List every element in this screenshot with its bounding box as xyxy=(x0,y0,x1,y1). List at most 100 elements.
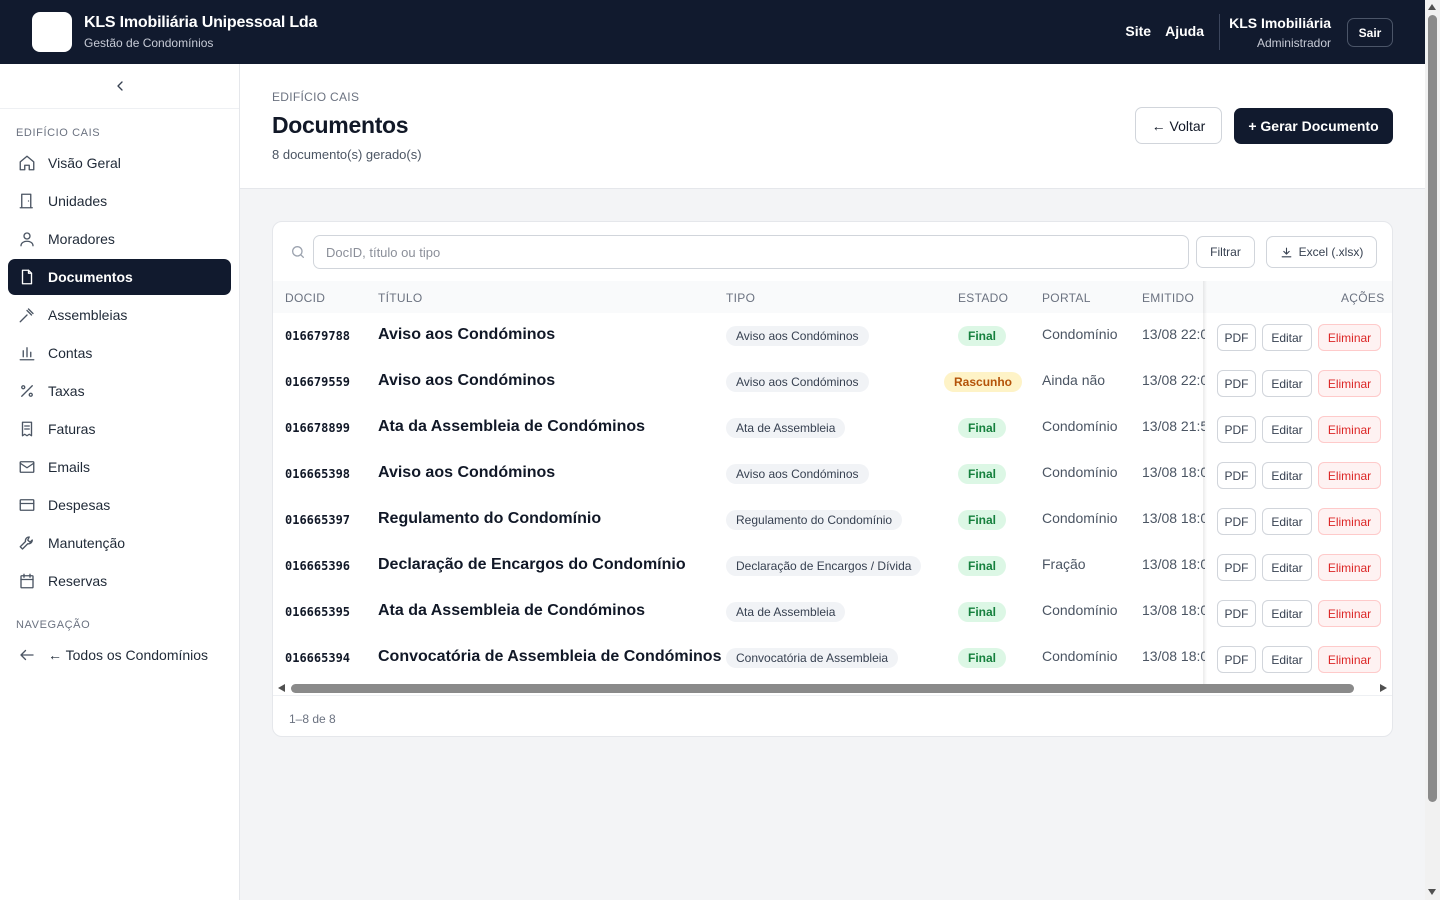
sidebar-item-label: Visão Geral xyxy=(48,155,121,171)
excel-export-button[interactable]: Excel (.xlsx) xyxy=(1266,236,1377,268)
scroll-down-arrow[interactable] xyxy=(1428,889,1436,895)
sidebar-item-visao-geral[interactable]: Visão Geral xyxy=(8,145,231,181)
edit-button[interactable]: Editar xyxy=(1262,370,1312,397)
window-scrollbar-thumb[interactable] xyxy=(1428,15,1437,802)
sidebar-item-assembleias[interactable]: Assembleias xyxy=(8,297,231,333)
pdf-button[interactable]: PDF xyxy=(1217,508,1256,535)
sidebar-item-documentos[interactable]: Documentos xyxy=(8,259,231,295)
status-badge: Final xyxy=(958,418,1007,438)
title-cell[interactable]: Declaração de Encargos do Condomínio xyxy=(378,556,686,573)
column-docid[interactable]: DOCID xyxy=(285,291,326,305)
delete-button[interactable]: Eliminar xyxy=(1318,600,1381,627)
edit-button[interactable]: Editar xyxy=(1262,462,1312,489)
scroll-up-arrow[interactable] xyxy=(1428,4,1436,10)
wrench-icon xyxy=(18,534,36,552)
user-icon xyxy=(18,230,36,248)
delete-button[interactable]: Eliminar xyxy=(1318,462,1381,489)
sticky-column-shadow xyxy=(1203,281,1207,685)
sidebar-item-faturas[interactable]: Faturas xyxy=(8,411,231,447)
sidebar-item-label: Documentos xyxy=(48,269,133,285)
pdf-button[interactable]: PDF xyxy=(1217,416,1256,443)
sidebar-item-contas[interactable]: Contas xyxy=(8,335,231,371)
table-row[interactable]: 016679559 Aviso aos Condóminos Aviso aos C… xyxy=(273,359,1392,405)
table-row[interactable]: 016665394 Convocatória de Assembleia de C… xyxy=(273,635,1392,681)
company-logo[interactable] xyxy=(32,12,72,52)
excel-label: Excel (.xlsx) xyxy=(1298,245,1364,259)
logout-button[interactable]: Sair xyxy=(1347,18,1393,47)
collapse-sidebar-button[interactable] xyxy=(0,64,239,109)
title-cell[interactable]: Aviso aos Condóminos xyxy=(378,464,556,481)
table-row[interactable]: 016665395 Ata da Assembleia de Condóminos… xyxy=(273,589,1392,635)
sidebar-item-moradores[interactable]: Moradores xyxy=(8,221,231,257)
pdf-button[interactable]: PDF xyxy=(1217,324,1256,351)
delete-button[interactable]: Eliminar xyxy=(1318,324,1381,351)
sidebar-item-despesas[interactable]: Despesas xyxy=(8,487,231,523)
table-row[interactable]: 016665396 Declaração de Encargos do Condo… xyxy=(273,543,1392,589)
delete-button[interactable]: Eliminar xyxy=(1318,416,1381,443)
site-link[interactable]: Site xyxy=(1125,23,1152,39)
type-tag: Aviso aos Condóminos xyxy=(726,372,869,392)
home-icon xyxy=(18,154,36,172)
filter-button[interactable]: Filtrar xyxy=(1196,236,1255,268)
scroll-right-arrow[interactable] xyxy=(1380,684,1387,692)
delete-button[interactable]: Eliminar xyxy=(1318,554,1381,581)
edit-button[interactable]: Editar xyxy=(1262,508,1312,535)
type-tag: Declaração de Encargos / Dívida xyxy=(726,556,922,576)
table-row[interactable]: 016665397 Regulamento do Condomínio Regula… xyxy=(273,497,1392,543)
pdf-button[interactable]: PDF xyxy=(1217,554,1256,581)
generate-document-button[interactable]: + Gerar Documento xyxy=(1234,108,1393,144)
docid-cell: 016679559 xyxy=(285,375,351,389)
title-cell[interactable]: Regulamento do Condomínio xyxy=(378,510,602,527)
pdf-button[interactable]: PDF xyxy=(1217,462,1256,489)
title-cell[interactable]: Ata da Assembleia de Condóminos xyxy=(378,602,646,619)
edit-button[interactable]: Editar xyxy=(1262,554,1312,581)
delete-button[interactable]: Eliminar xyxy=(1318,370,1381,397)
column-portal[interactable]: PORTAL xyxy=(1042,291,1091,305)
pdf-button[interactable]: PDF xyxy=(1217,600,1256,627)
column-acoes: AÇÕES xyxy=(1341,291,1385,305)
user-name: KLS Imobiliária xyxy=(1229,15,1331,31)
help-link[interactable]: Ajuda xyxy=(1165,23,1204,39)
search-input[interactable] xyxy=(313,235,1189,269)
window-scrollbar[interactable] xyxy=(1425,0,1440,900)
column-estado[interactable]: ESTADO xyxy=(958,291,1009,305)
delete-button[interactable]: Eliminar xyxy=(1318,646,1381,673)
delete-button[interactable]: Eliminar xyxy=(1318,508,1381,535)
title-cell[interactable]: Ata da Assembleia de Condóminos xyxy=(378,418,646,435)
status-badge: Final xyxy=(958,556,1007,576)
scroll-left-arrow[interactable] xyxy=(278,684,285,692)
docid-cell: 016665394 xyxy=(285,651,351,665)
sidebar-item-taxas[interactable]: Taxas xyxy=(8,373,231,409)
title-cell[interactable]: Aviso aos Condóminos xyxy=(378,372,556,389)
sidebar-item-manutencao[interactable]: Manutenção xyxy=(8,525,231,561)
sidebar-item-all-condos[interactable]: ← Todos os Condomínios xyxy=(8,637,231,673)
title-cell[interactable]: Convocatória de Assembleia de Condóminos xyxy=(378,648,722,665)
issued-cell: 13/08 18:0 xyxy=(1142,464,1205,480)
calendar-icon xyxy=(18,572,36,590)
pdf-button[interactable]: PDF xyxy=(1217,370,1256,397)
sidebar-item-unidades[interactable]: Unidades xyxy=(8,183,231,219)
pagination: 1–8 de 8 xyxy=(273,695,1392,736)
column-titulo[interactable]: TÍTULO xyxy=(378,291,423,305)
horizontal-scrollbar[interactable] xyxy=(273,681,1392,695)
column-emitido[interactable]: EMITIDO xyxy=(1142,291,1195,305)
sidebar-item-emails[interactable]: Emails xyxy=(8,449,231,485)
table-row[interactable]: 016678899 Ata da Assembleia de Condóminos… xyxy=(273,405,1392,451)
table-row[interactable]: 016665398 Aviso aos Condóminos Aviso aos C… xyxy=(273,451,1392,497)
edit-button[interactable]: Editar xyxy=(1262,600,1312,627)
docid-cell: 016665397 xyxy=(285,513,351,527)
edit-button[interactable]: Editar xyxy=(1262,416,1312,443)
column-tipo[interactable]: TIPO xyxy=(726,291,756,305)
scrollbar-thumb[interactable] xyxy=(291,684,1354,693)
edit-button[interactable]: Editar xyxy=(1262,324,1312,351)
sidebar-item-label: ← Todos os Condomínios xyxy=(48,647,209,663)
title-cell[interactable]: Aviso aos Condóminos xyxy=(378,326,556,343)
sidebar-item-reservas[interactable]: Reservas xyxy=(8,563,231,599)
arrow-left-icon xyxy=(18,646,36,664)
app-subtitle: Gestão de Condomínios xyxy=(84,36,214,50)
table-row[interactable]: 016679788 Aviso aos Condóminos Aviso aos C… xyxy=(273,313,1392,359)
portal-cell: Condomínio xyxy=(1042,510,1118,526)
pdf-button[interactable]: PDF xyxy=(1217,646,1256,673)
back-button[interactable]: ← Voltar xyxy=(1135,107,1222,144)
edit-button[interactable]: Editar xyxy=(1262,646,1312,673)
